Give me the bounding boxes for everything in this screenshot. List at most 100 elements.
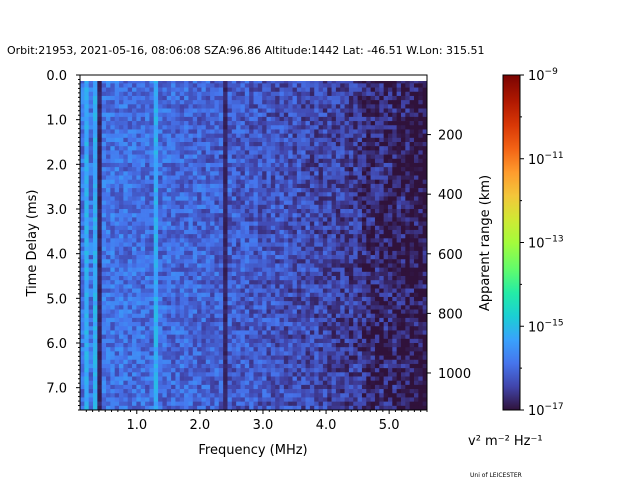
heatmap-cell <box>279 259 285 264</box>
heatmap-cell <box>231 171 237 176</box>
heatmap-cell <box>227 179 233 185</box>
heatmap-cell <box>270 100 276 105</box>
heatmap-cell <box>93 209 98 214</box>
heatmap-cell <box>318 150 324 155</box>
heatmap-cell <box>318 95 324 101</box>
heatmap-cell <box>387 309 393 315</box>
heatmap-cell <box>348 317 354 323</box>
heatmap-cell <box>309 271 315 277</box>
heatmap-cell <box>110 229 116 235</box>
heatmap-cell <box>97 175 103 181</box>
heatmap-cell <box>84 104 90 109</box>
heatmap-cell <box>153 188 159 193</box>
heatmap-cell <box>366 183 371 189</box>
heatmap-cell <box>318 196 324 201</box>
heatmap-cell <box>257 137 263 143</box>
heatmap-cell <box>249 288 254 294</box>
heatmap-cell <box>210 305 215 310</box>
heatmap-cell <box>162 217 168 222</box>
heatmap-cell <box>392 284 397 289</box>
heatmap-cell <box>275 100 280 105</box>
heatmap-cell <box>132 116 137 122</box>
heatmap-cell <box>249 259 254 264</box>
heatmap-cell <box>184 171 189 176</box>
heatmap-cell <box>305 104 311 109</box>
heatmap-cell <box>305 238 311 243</box>
heatmap-cell <box>192 288 198 294</box>
heatmap-cell <box>110 83 116 88</box>
heatmap-cell <box>244 209 250 214</box>
heatmap-cell <box>413 209 419 214</box>
heatmap-cell <box>331 146 337 151</box>
heatmap-cell <box>409 217 415 222</box>
heatmap-cell <box>331 108 337 114</box>
heatmap-cell <box>153 280 159 285</box>
heatmap-cell <box>288 267 293 273</box>
heatmap-cell <box>335 276 341 281</box>
heatmap-cell <box>348 246 354 252</box>
heatmap-cell <box>158 167 163 172</box>
heatmap-cell <box>166 326 172 331</box>
heatmap-cell <box>344 225 350 231</box>
heatmap-cell <box>387 171 393 176</box>
heatmap-cell <box>205 284 211 289</box>
heatmap-cell <box>97 217 103 222</box>
heatmap-cell <box>236 116 241 122</box>
heatmap-cell <box>162 91 168 97</box>
heatmap-cell <box>166 280 172 285</box>
heatmap-cell <box>253 213 259 218</box>
heatmap-cell <box>84 83 90 88</box>
heatmap-cell <box>162 121 168 126</box>
heatmap-cell <box>171 330 176 335</box>
heatmap-cell <box>158 91 163 97</box>
heatmap-cell <box>223 250 228 256</box>
heatmap-cell <box>158 238 163 243</box>
chart-title: Orbit:21953, 2021-05-16, 08:06:08 SZA:96… <box>7 44 485 57</box>
heatmap-cell <box>110 296 116 302</box>
heatmap-cell <box>283 104 289 109</box>
heatmap-cell <box>400 91 406 97</box>
heatmap-cell <box>175 146 181 151</box>
heatmap-cell <box>101 317 107 323</box>
heatmap-cell <box>149 125 155 130</box>
heatmap-cell <box>106 296 111 302</box>
heatmap-cell <box>418 112 424 118</box>
heatmap-cell <box>205 322 211 327</box>
heatmap-cell <box>374 229 380 235</box>
heatmap-cell <box>288 276 293 281</box>
heatmap-cell <box>88 263 94 268</box>
heatmap-cell <box>283 238 289 243</box>
heatmap-cell <box>275 116 280 122</box>
heatmap-cell <box>340 317 345 323</box>
heatmap-cell <box>227 133 233 139</box>
heatmap-cell <box>188 267 194 273</box>
heatmap-cell <box>396 288 402 294</box>
heatmap-cell <box>366 305 371 310</box>
heatmap-cell <box>93 217 98 222</box>
heatmap-cell <box>249 146 254 151</box>
heatmap-cell <box>383 83 389 88</box>
heatmap-cell <box>244 305 250 310</box>
heatmap-cell <box>218 196 224 201</box>
heatmap-cell <box>123 250 129 256</box>
heatmap-cell <box>227 242 233 248</box>
heatmap-cell <box>253 150 259 155</box>
heatmap-cell <box>210 133 215 139</box>
heatmap-cell <box>93 104 98 109</box>
heatmap-cell <box>400 179 406 185</box>
heatmap-cell <box>296 288 302 294</box>
heatmap-cell <box>136 196 142 201</box>
heatmap-cell <box>93 125 98 130</box>
heatmap-cell <box>379 100 384 105</box>
heatmap-cell <box>418 309 424 315</box>
heatmap-cell <box>296 162 302 168</box>
heatmap-cell <box>153 175 159 181</box>
heatmap-cell <box>387 284 393 289</box>
heatmap-cell <box>223 162 228 168</box>
heatmap-cell <box>119 121 124 126</box>
heatmap-cell <box>413 276 419 281</box>
heatmap-cell <box>210 79 215 84</box>
heatmap-cell <box>231 242 237 248</box>
heatmap-cell <box>132 284 137 289</box>
heatmap-cell <box>318 175 324 181</box>
